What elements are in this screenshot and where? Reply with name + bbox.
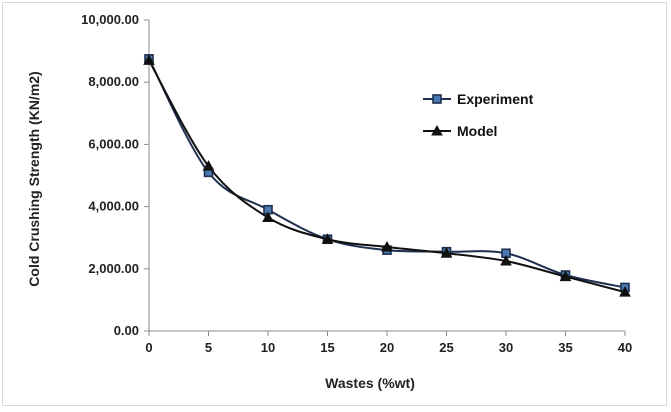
x-axis-title: Wastes (%wt) <box>325 375 415 391</box>
x-tick-label: 5 <box>205 340 212 355</box>
y-tick-label: 6,000.00 <box>88 136 139 151</box>
legend: Experiment Model <box>423 91 534 139</box>
x-tick-label: 0 <box>145 340 152 355</box>
y-tick-label: 0.00 <box>114 323 139 338</box>
x-tick-label: 10 <box>261 340 275 355</box>
legend-item-experiment: Experiment <box>423 91 534 107</box>
line-chart: 0.00 2,000.00 4,000.00 6,000.00 8,000.00 10,0… <box>26 12 632 391</box>
model-point <box>440 247 453 258</box>
y-tick-label: 8,000.00 <box>88 74 139 89</box>
axes: 0.00 2,000.00 4,000.00 6,000.00 8,000.00 10,0… <box>81 12 632 355</box>
legend-marker-experiment <box>432 94 442 104</box>
x-tick-label: 40 <box>618 340 632 355</box>
model-point <box>619 286 631 297</box>
legend-label-experiment: Experiment <box>457 91 534 107</box>
model-point <box>381 241 393 252</box>
y-tick-label: 2,000.00 <box>88 261 139 276</box>
x-tick-label: 20 <box>380 340 394 355</box>
model-point <box>202 160 215 171</box>
x-tick-label: 30 <box>499 340 513 355</box>
legend-item-model: Model <box>423 123 497 139</box>
x-tick-label: 35 <box>558 340 572 355</box>
x-tick-label: 25 <box>439 340 453 355</box>
model-point <box>500 254 512 266</box>
legend-label-model: Model <box>457 123 497 139</box>
model-point <box>143 54 155 65</box>
legend-marker-model <box>431 124 443 136</box>
model-point <box>559 270 572 282</box>
series-layer <box>143 54 631 297</box>
y-tick-label: 10,000.00 <box>81 12 139 27</box>
series-model <box>143 54 631 297</box>
model-point <box>262 211 274 222</box>
x-tick-label: 15 <box>320 340 334 355</box>
chart-frame: 0.00 2,000.00 4,000.00 6,000.00 8,000.00 10,0… <box>2 2 667 406</box>
y-tick-label: 4,000.00 <box>88 199 139 214</box>
y-axis-title: Cold Crushing Strength (KN/m2) <box>26 71 42 286</box>
series-experiment <box>144 54 630 293</box>
model-point <box>321 233 334 244</box>
series-line-model <box>148 59 626 294</box>
